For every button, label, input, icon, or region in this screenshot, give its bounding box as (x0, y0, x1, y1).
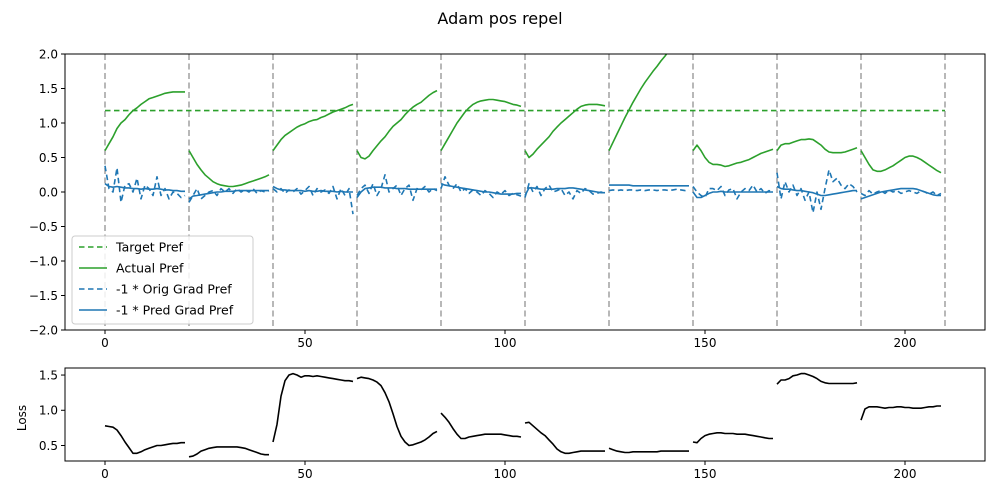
series-line-actual-pref (776, 138, 858, 154)
y-tick-label: −0.5 (29, 220, 58, 234)
legend-label: Target Pref (115, 240, 184, 255)
y-tick-label: 1.0 (39, 116, 58, 130)
y-tick-label: 2.0 (39, 47, 58, 61)
series-line-actual-pref (692, 144, 774, 168)
x-tick-label: 50 (297, 467, 312, 481)
loss-ylabel: Loss (15, 405, 29, 431)
series-line-loss (608, 447, 689, 454)
legend: Target Pref Actual Pref -1 * Orig Grad Pre… (71, 235, 254, 325)
series-line-1-pred-grad-pref (272, 185, 353, 193)
y-tick-label: 1.5 (39, 368, 58, 382)
plot-area (104, 372, 941, 458)
y-tick-label: 0.5 (39, 439, 58, 453)
series-line-1-pred-grad-pref (356, 186, 437, 198)
series-line-1-pred-grad-pref (860, 187, 941, 200)
x-tick-label: 0 (101, 467, 109, 481)
series-line-loss (104, 425, 185, 455)
series-line-1-orig-grad-pref (860, 189, 942, 197)
series-line-loss (440, 412, 522, 440)
legend-label: Actual Pref (116, 261, 184, 276)
y-tick-label: −1.0 (29, 254, 58, 268)
series-line-1-orig-grad-pref (356, 174, 438, 202)
y-tick-label: −1.5 (29, 289, 58, 303)
series-line-1-pred-grad-pref (524, 187, 605, 196)
bottom-axes: 0 50 100 150 200 0.5 1.0 1.5 (39, 367, 986, 481)
figure-title: Adam pos repel (437, 9, 562, 28)
series-line-loss (860, 405, 941, 421)
x-tick-label: 200 (894, 467, 917, 481)
series-line-actual-pref (272, 103, 354, 152)
y-tick-label: −2.0 (29, 323, 58, 337)
x-tick-label: 100 (494, 467, 517, 481)
x-tick-label: 50 (297, 336, 312, 350)
y-tick-label: 0.0 (39, 185, 58, 199)
series-line-1-pred-grad-pref (440, 182, 521, 195)
series-line-loss (356, 376, 438, 447)
x-tick-label: 200 (894, 336, 917, 350)
series-line-1-orig-grad-pref (608, 188, 690, 192)
series-line-actual-pref (356, 89, 438, 160)
x-tick-label: 150 (694, 467, 717, 481)
y-tick-label: 1.0 (39, 404, 58, 418)
series-line-loss (272, 372, 354, 443)
legend-label: -1 * Pred Grad Pref (116, 303, 234, 318)
series-line-1-pred-grad-pref (609, 184, 689, 187)
series-line-1-orig-grad-pref (104, 165, 186, 204)
series-line-actual-pref (608, 54, 668, 151)
series-line-loss (188, 446, 269, 458)
series-line-1-pred-grad-pref (188, 189, 269, 200)
series-line-actual-pref (440, 98, 522, 152)
series-line-1-pred-grad-pref (104, 183, 185, 193)
series-line-actual-pref (524, 103, 606, 159)
series-line-actual-pref (860, 150, 942, 174)
x-tick-label: 150 (694, 336, 717, 350)
y-tick-label: 0.5 (39, 151, 58, 165)
x-tick-label: 0 (101, 336, 109, 350)
series-line-1-orig-grad-pref (188, 187, 270, 203)
x-tick-label: 100 (494, 336, 517, 350)
series-line-1-orig-grad-pref (524, 182, 606, 200)
series-line-actual-pref (104, 91, 185, 152)
series-line-1-pred-grad-pref (692, 190, 773, 199)
axes-frame (64, 367, 986, 462)
series-line-actual-pref (188, 150, 270, 188)
y-tick-label: 1.5 (39, 82, 58, 96)
series-line-loss (524, 421, 605, 455)
legend-label: -1 * Orig Grad Pref (116, 282, 232, 297)
series-line-loss (776, 372, 858, 385)
series-line-1-pred-grad-pref (776, 185, 857, 197)
plot-area (104, 54, 946, 330)
series-line-loss (692, 431, 773, 444)
top-axes: 0 50 100 150 200 −2.0 −1.5 −1.0 −0.5 0.0 0.5 1.0 1.5… (29, 47, 986, 350)
